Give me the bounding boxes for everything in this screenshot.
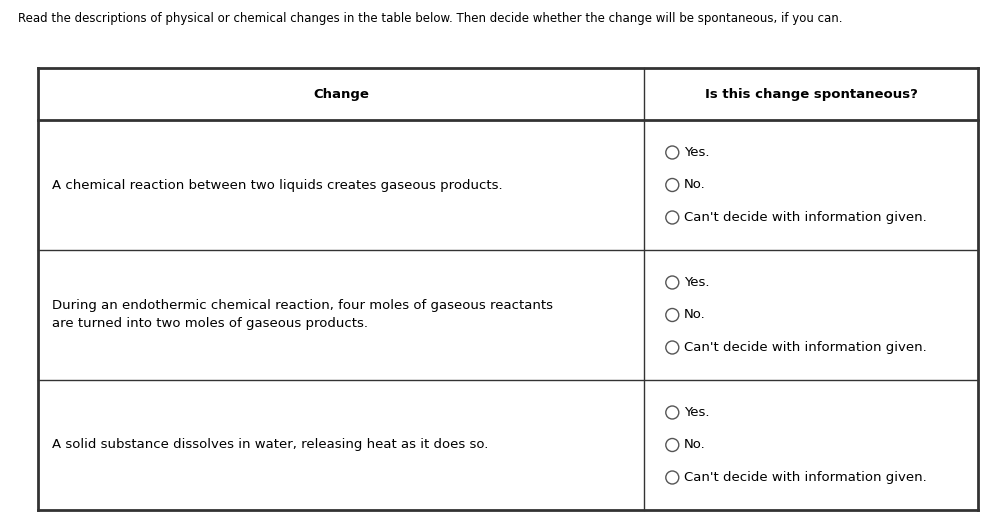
Text: Change: Change [313,87,369,100]
Text: A solid substance dissolves in water, releasing heat as it does so.: A solid substance dissolves in water, re… [52,438,487,451]
Text: During an endothermic chemical reaction, four moles of gaseous reactants
are tur: During an endothermic chemical reaction,… [52,299,553,330]
Text: No.: No. [683,178,705,191]
Text: Can't decide with information given.: Can't decide with information given. [683,211,926,224]
Text: No.: No. [683,438,705,451]
Text: Yes.: Yes. [683,406,708,419]
Text: Can't decide with information given.: Can't decide with information given. [683,341,926,354]
Text: Can't decide with information given.: Can't decide with information given. [683,471,926,484]
Text: Yes.: Yes. [683,276,708,289]
Text: Yes.: Yes. [683,146,708,159]
Text: Read the descriptions of physical or chemical changes in the table below. Then d: Read the descriptions of physical or che… [18,12,842,25]
Text: A chemical reaction between two liquids creates gaseous products.: A chemical reaction between two liquids … [52,178,503,191]
Text: No.: No. [683,309,705,322]
Text: Is this change spontaneous?: Is this change spontaneous? [704,87,917,100]
